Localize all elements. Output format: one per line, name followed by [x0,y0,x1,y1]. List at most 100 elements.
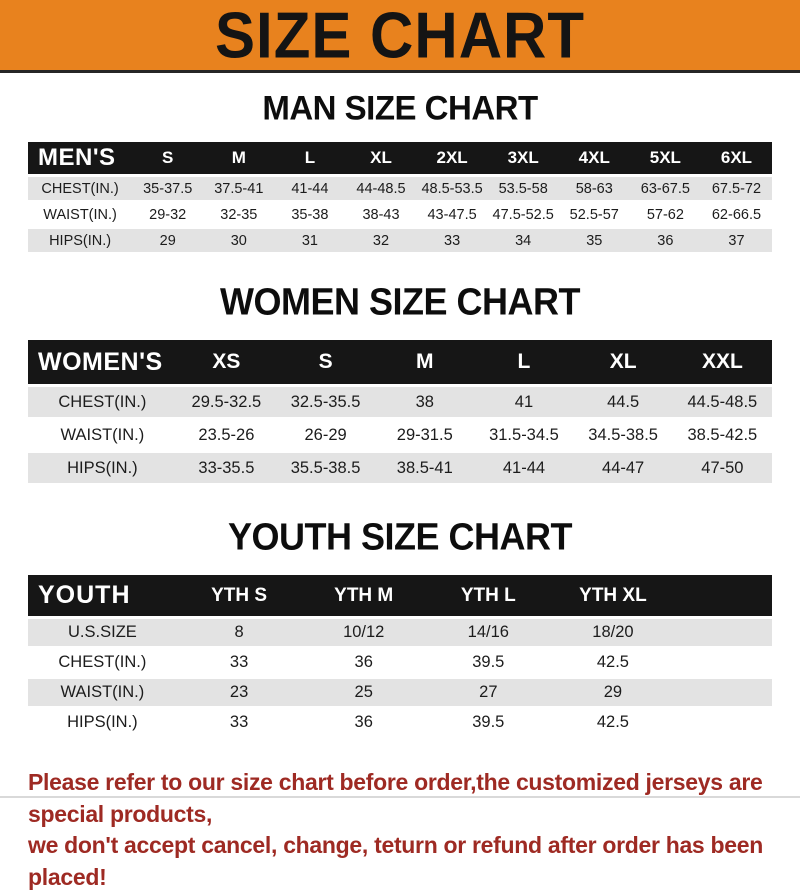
spacer-cell [675,575,772,616]
footer-note-line1: Please refer to our size chart before or… [28,769,763,827]
value-cell: 38.5-41 [375,453,475,483]
value-cell: 63-67.5 [629,177,701,200]
table-corner-label: YOUTH [28,575,177,616]
row-label: CHEST(IN.) [28,177,133,200]
table-row: HIPS(IN.) 29 30 31 32 33 34 35 36 37 [28,229,772,252]
column-header: L [274,142,346,174]
value-cell: 41-44 [474,453,574,483]
value-cell: 44.5-48.5 [672,387,772,417]
value-cell: 29-32 [132,203,204,226]
section-youth: YOUTH SIZE CHART YOUTH YTH S YTH M YTH L YTH … [0,515,800,739]
value-cell: 38 [375,387,475,417]
table-row: WAIST(IN.) 23 25 27 29 [28,679,772,706]
table-row: HIPS(IN.) 33-35.5 35.5-38.5 38.5-41 41-44 44-… [28,453,772,483]
value-cell: 67.5-72 [700,177,772,200]
row-label: HIPS(IN.) [28,453,177,483]
value-cell: 38-43 [345,203,417,226]
table-corner-label: MEN'S [28,142,133,174]
size-table-men: MEN'S S M L XL 2XL 3XL 4XL 5XL 6XL CHEST(IN.) 35-37… [28,139,772,255]
section-men: MAN SIZE CHART MEN'S S M L XL 2XL 3XL 4XL 5XL 6XL C… [0,88,800,255]
row-label: U.S.SIZE [28,619,177,646]
value-cell: 29 [550,679,676,706]
column-header: 3XL [487,142,559,174]
size-chart-sections: MAN SIZE CHART MEN'S S M L XL 2XL 3XL 4XL 5XL 6XL C… [0,88,800,739]
bottom-divider [0,796,800,798]
column-header: YTH L [426,575,551,616]
spacer-cell [675,649,772,676]
table-header-row: MEN'S S M L XL 2XL 3XL 4XL 5XL 6XL [28,142,772,174]
size-chart-banner: SIZE CHART [0,0,800,73]
value-cell: 30 [203,229,275,252]
column-header: 5XL [629,142,701,174]
column-header: S [132,142,204,174]
value-cell: 31 [274,229,346,252]
table-row: CHEST(IN.) 29.5-32.5 32.5-35.5 38 41 44.5 44.5… [28,387,772,417]
value-cell: 23.5-26 [176,420,276,450]
value-cell: 33 [176,649,302,676]
value-cell: 58-63 [558,177,630,200]
column-header: M [375,340,475,384]
value-cell: 57-62 [629,203,701,226]
column-header: YTH S [176,575,302,616]
size-table-women: WOMEN'S XS S M L XL XXL CHEST(IN.) 29.5-32.5 32.5… [28,337,772,486]
column-header: YTH M [301,575,427,616]
value-cell: 29-31.5 [375,420,475,450]
value-cell: 44-47 [573,453,673,483]
value-cell: 35-38 [274,203,346,226]
value-cell: 42.5 [550,649,676,676]
value-cell: 27 [426,679,551,706]
value-cell: 14/16 [426,619,551,646]
footer-note: Please refer to our size chart before or… [0,761,800,894]
value-cell: 33 [416,229,488,252]
row-label: CHEST(IN.) [28,387,177,417]
value-cell: 39.5 [426,649,551,676]
value-cell: 41 [474,387,574,417]
table-row: CHEST(IN.) 33 36 39.5 42.5 [28,649,772,676]
column-header: 2XL [416,142,488,174]
value-cell: 41-44 [274,177,346,200]
table-header-row: WOMEN'S XS S M L XL XXL [28,340,772,384]
table-row: WAIST(IN.) 29-32 32-35 35-38 38-43 43-47.5 47.… [28,203,772,226]
table-header-row: YOUTH YTH S YTH M YTH L YTH XL [28,575,772,616]
row-label: HIPS(IN.) [28,229,133,252]
value-cell: 25 [301,679,427,706]
table-row: HIPS(IN.) 33 36 39.5 42.5 [28,709,772,736]
section-title-men: MAN SIZE CHART [262,88,538,127]
value-cell: 34.5-38.5 [573,420,673,450]
column-header: XL [573,340,673,384]
spacer-cell [675,679,772,706]
column-header: M [203,142,275,174]
value-cell: 37 [700,229,772,252]
value-cell: 32 [345,229,417,252]
value-cell: 38.5-42.5 [672,420,772,450]
column-header: XXL [672,340,772,384]
spacer-cell [675,709,772,736]
value-cell: 23 [176,679,302,706]
row-label: HIPS(IN.) [28,709,177,736]
row-label: CHEST(IN.) [28,649,177,676]
section-women: WOMEN SIZE CHART WOMEN'S XS S M L XL XXL CHEST(I… [0,280,800,486]
value-cell: 43-47.5 [416,203,488,226]
row-label: WAIST(IN.) [28,679,177,706]
table-corner-label: WOMEN'S [28,340,177,384]
value-cell: 52.5-57 [558,203,630,226]
value-cell: 44-48.5 [345,177,417,200]
value-cell: 26-29 [275,420,376,450]
value-cell: 29.5-32.5 [176,387,276,417]
value-cell: 47-50 [672,453,772,483]
value-cell: 48.5-53.5 [416,177,488,200]
table-row: U.S.SIZE 8 10/12 14/16 18/20 [28,619,772,646]
value-cell: 32.5-35.5 [275,387,376,417]
column-header: 4XL [558,142,630,174]
value-cell: 33 [176,709,302,736]
column-header: XS [176,340,276,384]
column-header: 6XL [700,142,772,174]
column-header: L [474,340,574,384]
value-cell: 33-35.5 [176,453,276,483]
value-cell: 53.5-58 [487,177,559,200]
value-cell: 32-35 [203,203,275,226]
row-label: WAIST(IN.) [28,203,133,226]
value-cell: 37.5-41 [203,177,275,200]
value-cell: 44.5 [573,387,673,417]
value-cell: 35.5-38.5 [275,453,376,483]
